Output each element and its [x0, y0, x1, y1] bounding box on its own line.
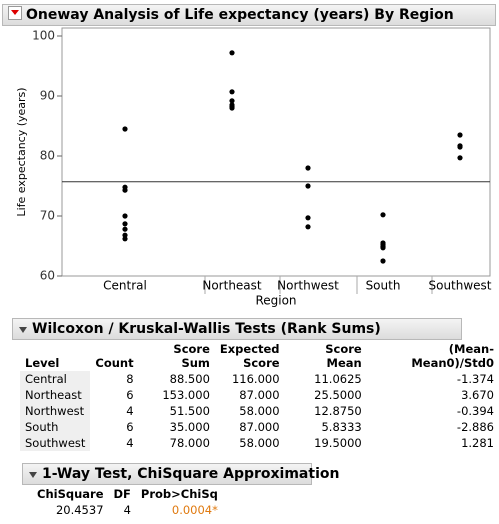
data-point — [457, 132, 463, 138]
title-bar: Oneway Analysis of Life expectancy (year… — [2, 4, 496, 26]
table-cell: 88.500 — [169, 372, 210, 386]
x-tick-label: Southwest — [428, 279, 491, 293]
table-cell: 5.8333 — [321, 420, 362, 434]
plot-frame — [61, 27, 491, 277]
y-tick-label: 70 — [40, 209, 55, 223]
table-cell: 6 — [126, 388, 134, 402]
x-tick-label: Northwest — [277, 279, 339, 293]
data-point — [229, 105, 235, 111]
table-cell: 153.000 — [162, 388, 210, 402]
table-cell: 0.0004* — [171, 503, 218, 517]
data-point — [122, 213, 128, 219]
table-cell: 20.4537 — [55, 503, 104, 517]
x-tick-label: Central — [103, 279, 147, 293]
y-axis-label: Life expectancy (years) — [15, 87, 28, 216]
table-cell: Northeast — [20, 387, 91, 403]
table-cell: 8 — [126, 372, 134, 386]
header-row: ChiSquare DF Prob>ChiSq — [32, 486, 223, 502]
table-cell: 58.000 — [239, 404, 280, 418]
data-point — [380, 245, 386, 251]
data-point — [122, 126, 128, 132]
column-header: DF — [113, 487, 131, 501]
table-row: Central 8 88.500 116.000 11.0625 -1.374 — [20, 371, 499, 387]
y-tick-label: 100 — [32, 29, 55, 43]
table-cell: 51.500 — [169, 404, 210, 418]
table-cell: -0.394 — [456, 404, 494, 418]
data-point — [122, 226, 128, 232]
data-point — [457, 155, 463, 161]
column-header: Level — [25, 356, 60, 370]
data-point — [229, 89, 235, 95]
data-point — [305, 183, 311, 189]
table-cell: 11.0625 — [314, 372, 362, 386]
table-cell: -1.374 — [456, 372, 494, 386]
y-tick-label: 80 — [40, 149, 55, 163]
table-row: Northwest 4 51.500 58.000 12.8750 -0.394 — [20, 403, 499, 419]
menu-button[interactable] — [8, 6, 22, 20]
data-point — [380, 212, 386, 218]
y-tick-label: 90 — [40, 89, 55, 103]
table-cell: 35.000 — [169, 420, 210, 434]
x-tick-label: South — [366, 279, 401, 293]
table-cell: 4 — [123, 503, 131, 517]
table-cell: 1.281 — [461, 436, 494, 450]
data-point — [229, 98, 235, 104]
data-point — [122, 232, 128, 238]
data-point — [122, 236, 128, 242]
table-row: Northeast 6 153.000 87.000 25.5000 3.670 — [20, 387, 499, 403]
chart: 60 70 80 90 100 Life expectancy (years) Region… — [15, 27, 492, 308]
table-cell: 87.000 — [239, 388, 280, 402]
table-cell: 87.000 — [239, 420, 280, 434]
section-title: Wilcoxon / Kruskal-Wallis Tests (Rank Su… — [32, 321, 381, 337]
table-cell: 6 — [126, 420, 134, 434]
table-cell: 25.5000 — [314, 388, 362, 402]
chisq-table: ChiSquare DF Prob>ChiSq 20.4537 4 0.0004* — [32, 486, 223, 518]
table-row: South 6 35.000 87.000 5.8333 -2.886 — [20, 419, 499, 435]
section-title: 1-Way Test, ChiSquare Approximation — [42, 466, 340, 482]
report-title: Oneway Analysis of Life expectancy (year… — [26, 7, 454, 23]
data-point — [457, 144, 463, 150]
table-row: 20.4537 4 0.0004* — [32, 502, 223, 518]
header-row: Level Count Score Sum Expected Score Score M… — [20, 341, 499, 371]
column-header: Count — [95, 356, 134, 370]
column-header: Expected Score — [219, 342, 280, 370]
data-point — [122, 221, 128, 227]
y-tick-label: 60 — [40, 269, 55, 283]
column-header: ChiSquare — [37, 487, 104, 501]
data-point — [305, 224, 311, 230]
table-cell: 19.5000 — [314, 436, 362, 450]
table-cell: 116.000 — [231, 372, 280, 386]
table-cell: Central — [20, 371, 91, 387]
table-row: Southwest 4 78.000 58.000 19.5000 1.281 — [20, 435, 499, 451]
x-axis-label: Region — [255, 294, 296, 308]
data-point — [305, 165, 311, 171]
wilcoxon-table: Level Count Score Sum Expected Score Score M… — [20, 341, 499, 451]
table-cell: 4 — [126, 404, 134, 418]
column-header: Score Sum — [173, 342, 210, 370]
wilcoxon-bar[interactable]: Wilcoxon / Kruskal-Wallis Tests (Rank Su… — [12, 318, 462, 340]
data-point — [229, 50, 235, 56]
table-cell: 78.000 — [169, 436, 210, 450]
x-tick-label: Northeast — [202, 279, 262, 293]
table-cell: Southwest — [20, 435, 91, 451]
table-cell: 12.8750 — [314, 404, 362, 418]
table-cell: 3.670 — [461, 388, 494, 402]
table-cell: 58.000 — [239, 436, 280, 450]
table-cell: 4 — [126, 436, 134, 450]
data-point — [305, 215, 311, 221]
table-cell: Northwest — [20, 403, 91, 419]
data-point — [122, 187, 128, 193]
column-header: Prob>ChiSq — [140, 487, 218, 501]
table-cell: South — [20, 419, 91, 435]
column-header: Score Mean — [325, 342, 362, 370]
table-cell: -2.886 — [456, 420, 494, 434]
column-header: (Mean-Mean0)/Std0 — [411, 342, 494, 370]
chisq-bar[interactable]: 1-Way Test, ChiSquare Approximation — [22, 463, 339, 485]
data-point — [380, 258, 386, 264]
